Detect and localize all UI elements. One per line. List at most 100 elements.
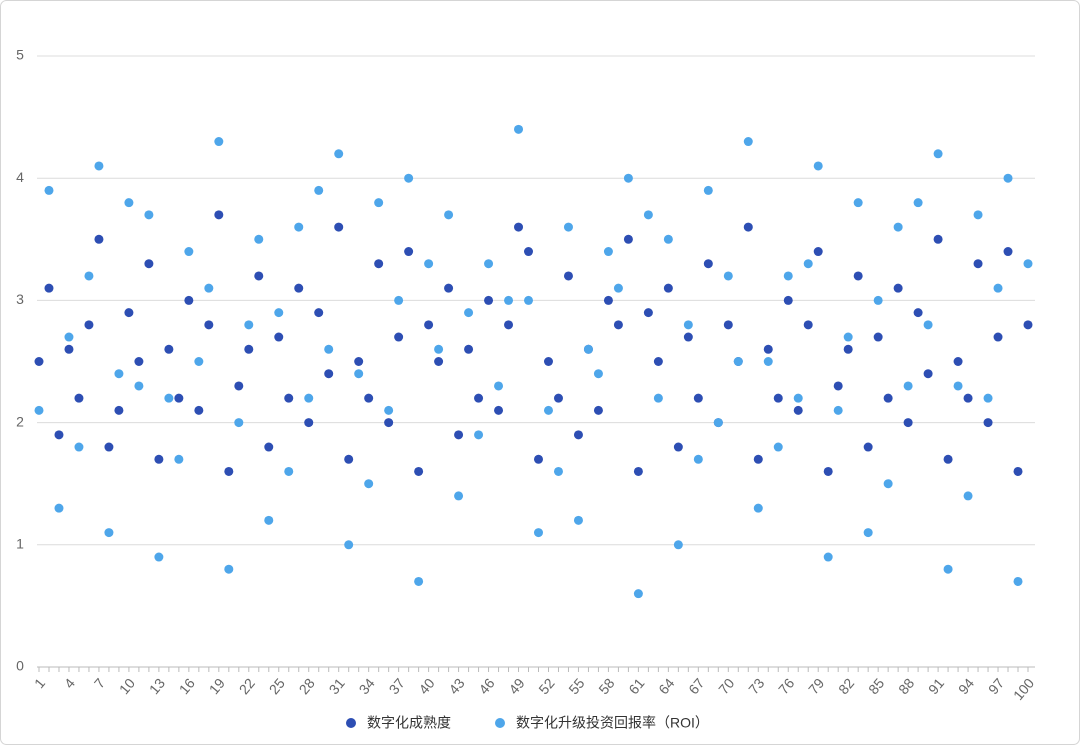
point — [573, 430, 583, 440]
point — [973, 259, 983, 269]
point — [514, 222, 524, 232]
point — [813, 161, 823, 171]
point — [773, 442, 783, 452]
point — [334, 149, 344, 159]
point — [753, 503, 763, 513]
point — [84, 271, 94, 281]
point — [803, 259, 813, 269]
point — [264, 515, 274, 525]
point — [164, 393, 174, 403]
point — [593, 405, 603, 415]
point — [533, 454, 543, 464]
point — [294, 222, 304, 232]
point — [204, 283, 214, 293]
point — [224, 564, 234, 574]
point — [114, 369, 124, 379]
point — [823, 552, 833, 562]
legend-marker — [346, 718, 356, 728]
point — [773, 393, 783, 403]
point — [34, 357, 44, 366]
point — [943, 564, 953, 574]
point — [404, 173, 414, 183]
point — [913, 198, 923, 208]
point — [893, 283, 903, 293]
point — [64, 332, 74, 342]
point — [524, 247, 534, 257]
point — [953, 357, 963, 366]
point — [154, 552, 164, 562]
point — [44, 185, 54, 195]
point — [414, 466, 424, 476]
point — [1013, 576, 1023, 586]
point — [284, 466, 294, 476]
point — [573, 515, 583, 525]
point — [703, 259, 713, 269]
point — [454, 430, 464, 440]
point — [743, 222, 753, 232]
point — [623, 234, 633, 244]
point — [114, 405, 124, 415]
point — [274, 308, 284, 318]
point — [164, 344, 174, 354]
point — [863, 528, 873, 538]
point — [903, 381, 913, 391]
point — [384, 418, 394, 428]
point — [474, 393, 484, 403]
point — [743, 137, 753, 147]
point — [264, 442, 274, 452]
legend-label: 数字化成熟度 — [367, 715, 451, 731]
point — [344, 540, 354, 550]
point — [434, 344, 444, 354]
point — [74, 393, 84, 403]
point — [214, 210, 224, 220]
point — [54, 430, 64, 440]
point — [134, 357, 144, 366]
point — [923, 320, 933, 330]
point — [893, 222, 903, 232]
point — [693, 393, 703, 403]
point — [963, 393, 973, 403]
point — [913, 308, 923, 318]
point — [424, 259, 434, 269]
point — [1003, 173, 1013, 183]
point — [444, 283, 454, 293]
point — [354, 369, 364, 379]
point — [304, 393, 314, 403]
point — [863, 442, 873, 452]
point — [34, 405, 44, 415]
point — [693, 454, 703, 464]
point — [643, 210, 653, 220]
point — [793, 393, 803, 403]
point — [993, 332, 1003, 342]
point — [174, 393, 184, 403]
point — [524, 295, 534, 305]
point — [993, 283, 1003, 293]
point — [124, 308, 134, 318]
point — [883, 479, 893, 489]
point — [194, 405, 204, 415]
point — [364, 479, 374, 489]
y-tick-label: 1 — [16, 536, 24, 552]
point — [204, 320, 214, 330]
point — [464, 308, 474, 318]
point — [663, 234, 673, 244]
point — [873, 332, 883, 342]
point — [533, 528, 543, 538]
point — [234, 418, 244, 428]
point — [833, 381, 843, 391]
point — [394, 332, 404, 342]
point — [683, 332, 693, 342]
point — [234, 381, 244, 391]
point — [803, 320, 813, 330]
point — [404, 247, 414, 257]
point — [64, 344, 74, 354]
point — [74, 442, 84, 452]
legend: 数字化成熟度 数字化升级投资回报率（ROI） — [346, 715, 709, 731]
point — [154, 454, 164, 464]
point — [663, 283, 673, 293]
point — [853, 198, 863, 208]
point — [104, 528, 114, 538]
